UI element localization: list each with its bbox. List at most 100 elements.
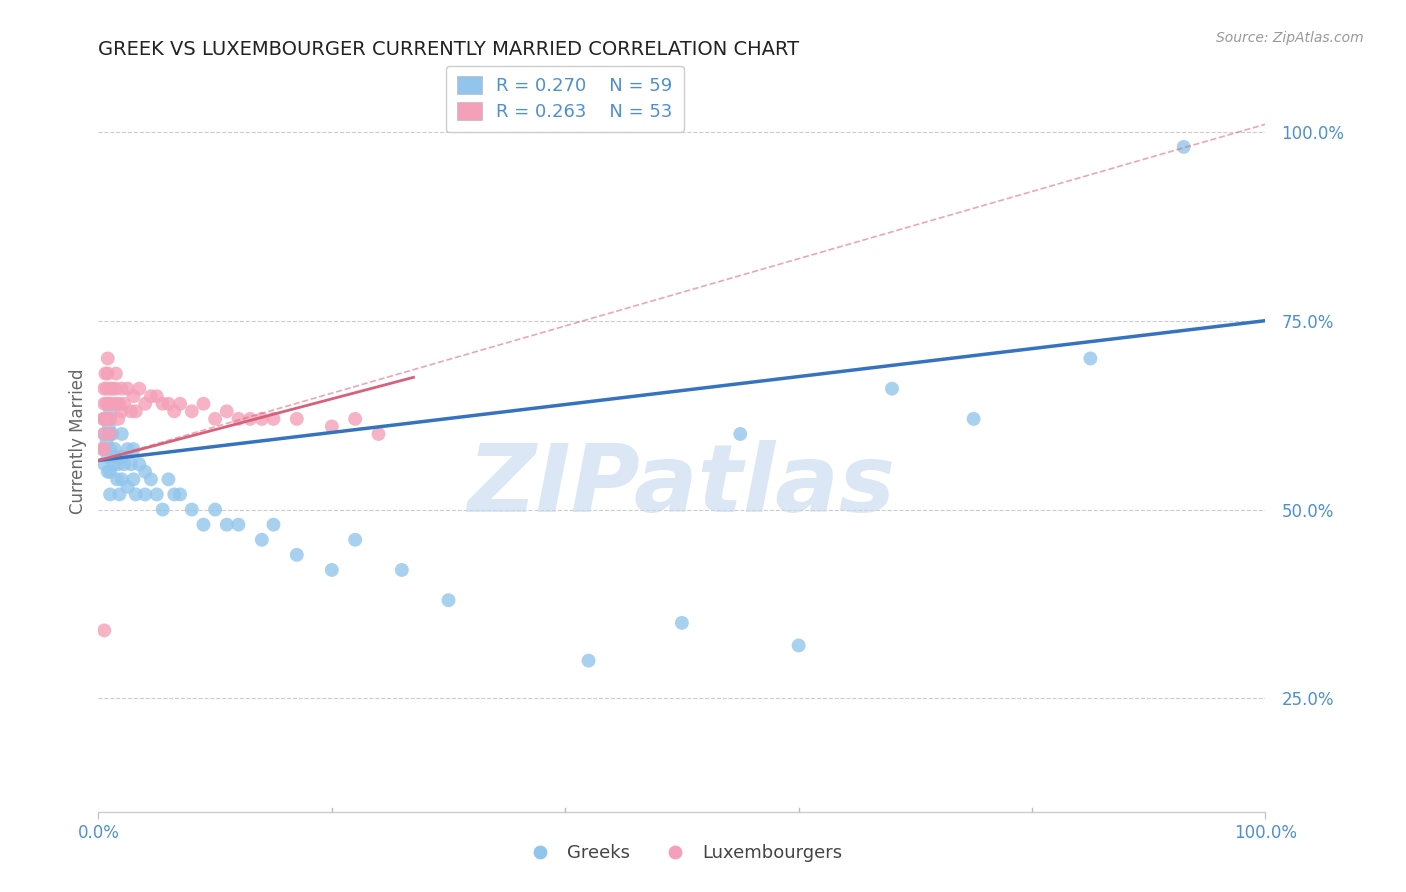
- Point: [108, 487, 131, 501]
- Point: [437, 593, 460, 607]
- Point: [128, 382, 150, 396]
- Point: [262, 412, 284, 426]
- Point: [321, 419, 343, 434]
- Point: [146, 389, 169, 403]
- Point: [285, 412, 308, 426]
- Point: [1080, 351, 1102, 366]
- Point: [169, 397, 191, 411]
- Point: [117, 442, 139, 456]
- Point: [98, 427, 121, 442]
- Point: [321, 563, 343, 577]
- Point: [787, 639, 810, 653]
- Point: [134, 487, 156, 501]
- Point: [104, 450, 127, 464]
- Point: [93, 624, 115, 638]
- Point: [391, 563, 413, 577]
- Point: [730, 427, 752, 442]
- Point: [112, 397, 135, 411]
- Point: [250, 533, 273, 547]
- Text: Source: ZipAtlas.com: Source: ZipAtlas.com: [1216, 31, 1364, 45]
- Point: [117, 480, 139, 494]
- Point: [262, 517, 284, 532]
- Point: [111, 472, 134, 486]
- Point: [108, 397, 131, 411]
- Point: [93, 427, 115, 442]
- Point: [98, 465, 121, 479]
- Point: [962, 412, 984, 426]
- Point: [103, 397, 125, 411]
- Point: [152, 397, 174, 411]
- Point: [112, 457, 135, 471]
- Point: [93, 382, 115, 396]
- Point: [97, 450, 120, 464]
- Point: [146, 487, 169, 501]
- Point: [96, 434, 118, 449]
- Point: [101, 427, 124, 442]
- Point: [228, 412, 250, 426]
- Text: GREEK VS LUXEMBOURGER CURRENTLY MARRIED CORRELATION CHART: GREEK VS LUXEMBOURGER CURRENTLY MARRIED …: [98, 39, 800, 59]
- Y-axis label: Currently Married: Currently Married: [69, 368, 87, 515]
- Legend: Greeks, Luxembourgers: Greeks, Luxembourgers: [515, 837, 849, 870]
- Point: [125, 404, 148, 418]
- Point: [128, 457, 150, 471]
- Point: [180, 502, 202, 516]
- Point: [98, 404, 121, 418]
- Point: [193, 517, 215, 532]
- Point: [215, 404, 238, 418]
- Point: [94, 367, 117, 381]
- Point: [122, 442, 145, 456]
- Point: [125, 487, 148, 501]
- Point: [215, 517, 238, 532]
- Point: [180, 404, 202, 418]
- Point: [105, 397, 128, 411]
- Point: [104, 367, 127, 381]
- Point: [139, 389, 162, 403]
- Point: [120, 404, 142, 418]
- Point: [120, 457, 142, 471]
- Point: [103, 457, 125, 471]
- Point: [97, 419, 120, 434]
- Text: ZIPatlas: ZIPatlas: [468, 440, 896, 532]
- Point: [344, 533, 367, 547]
- Point: [880, 382, 903, 396]
- Point: [111, 404, 134, 418]
- Point: [204, 502, 226, 516]
- Point: [367, 427, 389, 442]
- Point: [98, 382, 121, 396]
- Point: [1173, 140, 1195, 154]
- Point: [111, 450, 134, 464]
- Point: [97, 367, 120, 381]
- Point: [134, 465, 156, 479]
- Point: [93, 442, 115, 456]
- Point: [93, 457, 115, 471]
- Point: [98, 442, 121, 456]
- Point: [204, 412, 226, 426]
- Point: [93, 442, 115, 456]
- Point: [122, 472, 145, 486]
- Point: [228, 517, 250, 532]
- Point: [93, 412, 115, 426]
- Point: [239, 412, 262, 426]
- Point: [98, 487, 121, 501]
- Point: [152, 502, 174, 516]
- Point: [163, 487, 186, 501]
- Point: [93, 397, 115, 411]
- Point: [94, 412, 117, 426]
- Point: [96, 397, 118, 411]
- Point: [139, 472, 162, 486]
- Point: [157, 397, 180, 411]
- Point: [117, 382, 139, 396]
- Point: [98, 412, 121, 426]
- Point: [111, 427, 134, 442]
- Point: [163, 404, 186, 418]
- Point: [93, 427, 115, 442]
- Point: [105, 472, 128, 486]
- Point: [134, 397, 156, 411]
- Point: [97, 465, 120, 479]
- Point: [97, 397, 120, 411]
- Point: [104, 442, 127, 456]
- Point: [193, 397, 215, 411]
- Point: [90, 442, 112, 456]
- Point: [344, 412, 367, 426]
- Point: [97, 412, 120, 426]
